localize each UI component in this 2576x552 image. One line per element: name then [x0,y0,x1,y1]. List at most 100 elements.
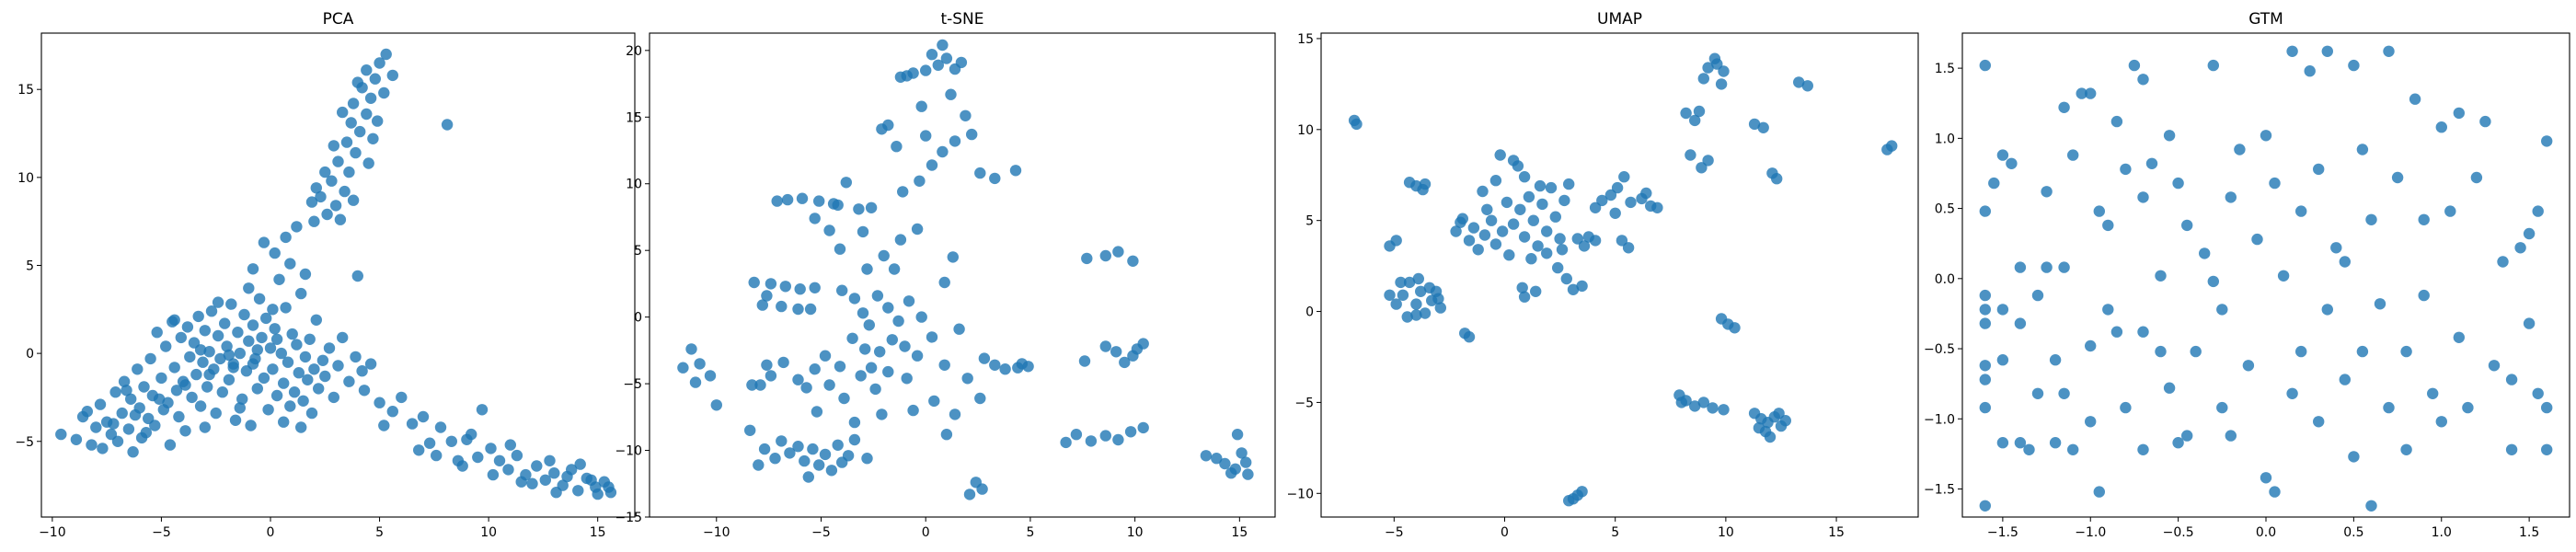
data-point [1489,238,1502,250]
data-point [1685,149,1696,161]
data-point [305,196,318,208]
data-point [592,488,604,500]
x-tick-label: 0.5 [2343,525,2363,540]
data-point [2023,443,2035,455]
data-point [192,310,204,323]
data-point [121,385,132,397]
data-point [907,404,919,417]
data-point [1576,486,1588,498]
data-point [792,303,804,316]
data-point [313,383,325,395]
x-tick-label: 1.0 [2432,525,2452,540]
data-point [1516,282,1528,293]
data-point [2391,171,2404,184]
y-tick-label: −10 [615,444,642,459]
data-point [319,166,331,178]
data-point [940,52,953,64]
data-point [963,489,976,500]
data-point [876,408,888,420]
data-point [1801,80,1814,92]
data-point [1702,62,1714,74]
data-point [434,421,447,433]
y-tick-label: 0 [634,311,642,326]
data-point [160,340,172,352]
data-point [227,362,239,374]
data-point [2497,256,2509,268]
data-point [765,370,777,382]
data-point [807,443,819,455]
x-tick-label: 0 [1501,525,1509,540]
data-point [219,317,231,329]
data-point [2251,233,2263,246]
data-point [337,106,349,119]
x-tick-label: 1.5 [2519,525,2539,540]
data-point [1534,179,1547,192]
data-point [874,346,886,358]
data-point [247,358,259,370]
data-point [2216,304,2228,316]
data-point [493,454,506,466]
data-point [1395,276,1407,289]
data-point [2110,326,2123,338]
data-point [2523,227,2536,240]
data-point [81,406,94,418]
data-point [853,203,865,215]
data-point [832,199,844,212]
plot-frame [1320,32,1919,518]
x-tick-label: 15 [1231,525,1248,540]
data-point [878,249,890,262]
data-point [1886,140,1898,152]
data-point [1979,401,1991,414]
data-point [871,290,884,302]
data-point [1693,105,1706,118]
data-point [264,342,277,354]
data-point [585,474,597,486]
data-point [2163,130,2176,142]
data-point [1397,289,1409,301]
data-point [1384,289,1396,301]
data-point [262,404,274,416]
data-point [2031,289,2044,302]
data-point [295,287,307,300]
data-point [288,386,301,398]
data-point [1525,253,1537,265]
data-point [295,421,307,433]
y-tick-label: −5 [15,435,34,450]
data-point [2365,213,2377,225]
data-point [953,323,965,335]
data-point [1576,280,1588,293]
data-point [1472,244,1484,256]
data-point [949,135,961,147]
data-point [1554,233,1566,245]
y-tick-label: 5 [26,259,34,273]
data-point [2049,437,2062,449]
data-point [915,100,927,112]
data-point [677,362,689,374]
data-point [247,319,259,331]
y-tick-label: 20 [626,44,642,59]
data-point [351,270,363,282]
data-point [1390,298,1402,310]
data-point [779,281,791,293]
data-point [1099,430,1112,442]
data-point [1571,233,1584,245]
data-point [1518,171,1531,183]
data-point [811,406,823,418]
data-point [2453,331,2465,343]
data-point [2093,205,2105,217]
data-point [834,243,846,255]
data-point [267,304,279,316]
y-tick-label: 5 [634,244,642,259]
data-point [1696,162,1708,174]
data-point [776,300,788,313]
data-point [1793,76,1805,88]
data-point [247,263,259,275]
data-point [345,117,357,129]
data-point [280,231,292,244]
data-point [1715,78,1728,90]
data-point [694,358,706,370]
data-point [350,351,362,363]
data-point [223,374,236,385]
data-point [332,155,344,167]
data-point [1563,178,1575,190]
